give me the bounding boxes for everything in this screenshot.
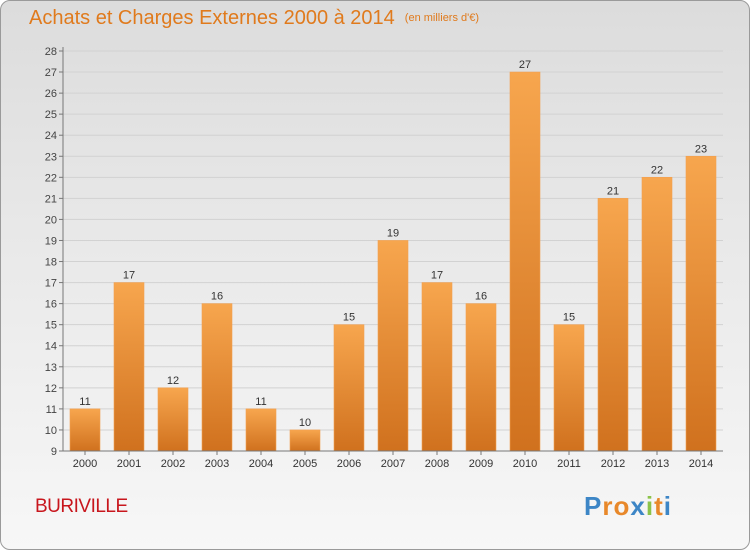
data-label: 16 bbox=[211, 291, 223, 303]
logo-letter: P bbox=[584, 491, 603, 521]
data-label: 12 bbox=[167, 375, 179, 387]
x-tick-label: 2003 bbox=[205, 458, 229, 470]
y-tick-label: 16 bbox=[45, 299, 57, 311]
logo-letter: i bbox=[663, 491, 672, 521]
y-tick-label: 24 bbox=[45, 130, 57, 142]
bar-2012 bbox=[597, 198, 629, 452]
bar-2009 bbox=[465, 303, 497, 452]
bar-2013 bbox=[641, 177, 673, 452]
y-tick-label: 27 bbox=[45, 67, 57, 79]
bar-2011 bbox=[553, 324, 585, 452]
x-tick-label: 2012 bbox=[601, 458, 625, 470]
data-label: 17 bbox=[431, 270, 443, 282]
bar-2003 bbox=[201, 303, 233, 452]
x-tick-label: 2007 bbox=[381, 458, 405, 470]
logo-letter: o bbox=[613, 491, 631, 521]
x-tick-label: 2011 bbox=[557, 458, 581, 470]
bar-2010 bbox=[509, 71, 541, 452]
x-axis-ticks: 2000 2001 2002 2003 2004 2005 2006 2007 2008 2009… bbox=[73, 451, 713, 470]
y-tick-label: 13 bbox=[45, 362, 57, 374]
y-tick-label: 11 bbox=[46, 404, 57, 416]
x-tick-label: 2009 bbox=[469, 458, 493, 470]
chart-title-text: Achats et Charges Externes 2000 à 2014 bbox=[29, 7, 395, 29]
bar-2006 bbox=[333, 324, 365, 452]
x-tick-label: 2006 bbox=[337, 458, 361, 470]
data-label: 16 bbox=[475, 291, 487, 303]
data-label: 11 bbox=[79, 396, 90, 408]
bar-2008 bbox=[421, 282, 453, 452]
bars: 11 17 12 16 11 10 15 19 17 16 27 15 21 22 23 bbox=[69, 59, 717, 452]
data-label: 19 bbox=[387, 227, 399, 239]
y-tick-label: 18 bbox=[45, 257, 57, 269]
logo-letter: t bbox=[654, 491, 664, 521]
x-tick-label: 2010 bbox=[513, 458, 537, 470]
y-tick-label: 9 bbox=[51, 446, 57, 458]
data-label: 10 bbox=[299, 417, 311, 429]
y-tick-label: 28 bbox=[45, 46, 57, 58]
x-tick-label: 2005 bbox=[293, 458, 317, 470]
y-tick-label: 26 bbox=[45, 88, 57, 100]
bar-2005 bbox=[289, 429, 321, 452]
x-tick-label: 2013 bbox=[645, 458, 669, 470]
bar-2004 bbox=[245, 408, 277, 452]
x-tick-label: 2001 bbox=[117, 458, 141, 470]
data-label: 22 bbox=[651, 164, 663, 176]
data-label: 11 bbox=[255, 396, 266, 408]
bar-2000 bbox=[69, 408, 101, 452]
data-label: 15 bbox=[343, 312, 355, 324]
logo-letter: x bbox=[630, 491, 646, 521]
y-axis-ticks: 9 10 11 12 13 14 15 16 17 18 19 20 21 22 23 24 25 26 27 28 bbox=[45, 46, 63, 458]
proxiti-logo[interactable]: Proxiti bbox=[584, 491, 672, 522]
bar-2001 bbox=[113, 282, 145, 452]
y-tick-label: 12 bbox=[45, 383, 57, 395]
y-tick-label: 14 bbox=[45, 341, 57, 353]
y-tick-label: 22 bbox=[45, 172, 57, 184]
y-tick-label: 19 bbox=[45, 235, 57, 247]
axes bbox=[62, 47, 723, 452]
y-tick-label: 15 bbox=[45, 320, 57, 332]
chart-title: Achats et Charges Externes 2000 à 2014 (e… bbox=[29, 7, 479, 30]
x-tick-label: 2014 bbox=[689, 458, 713, 470]
logo-letter: r bbox=[602, 491, 614, 521]
data-label: 15 bbox=[563, 312, 575, 324]
y-tick-label: 23 bbox=[45, 151, 57, 163]
logo-letter: i bbox=[645, 491, 655, 521]
data-label: 23 bbox=[695, 143, 707, 155]
x-tick-label: 2000 bbox=[73, 458, 97, 470]
unit-note: (en milliers d'€) bbox=[404, 12, 480, 24]
data-label: 21 bbox=[607, 185, 619, 197]
bar-2014 bbox=[685, 155, 717, 452]
bar-2002 bbox=[157, 387, 189, 452]
bar-2007 bbox=[377, 240, 409, 452]
y-tick-label: 10 bbox=[45, 425, 57, 437]
y-tick-label: 21 bbox=[45, 193, 57, 205]
data-label: 17 bbox=[123, 270, 135, 282]
y-tick-label: 25 bbox=[45, 109, 57, 121]
x-tick-label: 2002 bbox=[161, 458, 185, 470]
x-tick-label: 2004 bbox=[249, 458, 273, 470]
x-tick-label: 2008 bbox=[425, 458, 449, 470]
y-tick-label: 17 bbox=[45, 278, 57, 290]
y-tick-label: 20 bbox=[45, 214, 57, 226]
data-label: 27 bbox=[519, 59, 531, 71]
commune-name: BURIVILLE bbox=[35, 496, 128, 517]
